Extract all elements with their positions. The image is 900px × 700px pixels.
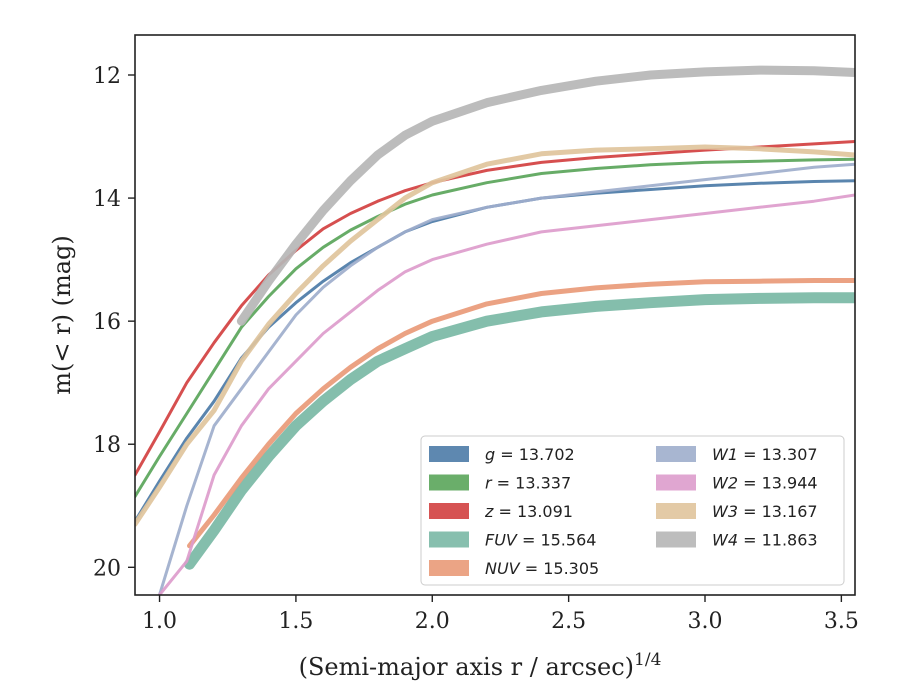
series-line-w3 xyxy=(135,144,855,527)
legend-label-w2: W2 = 13.944 xyxy=(712,474,818,493)
legend-label-w3: W3 = 13.167 xyxy=(712,502,818,521)
plot-area xyxy=(135,65,855,595)
series-line-fuv xyxy=(184,292,855,570)
x-tick-label: 3.0 xyxy=(688,609,723,634)
legend: g = 13.702 r = 13.337 z = 13.091 FUV = 15.5… xyxy=(420,435,845,586)
legend-swatch-r xyxy=(429,474,469,491)
legend-swatch-w2 xyxy=(656,474,696,491)
legend-label-nuv: NUV = 15.305 xyxy=(485,559,599,578)
y-tick-label: 14 xyxy=(93,187,121,212)
x-tick-label: 2.0 xyxy=(415,609,450,634)
legend-swatch-nuv xyxy=(429,560,469,576)
legend-label-z: z = 13.091 xyxy=(484,502,573,521)
x-axis-label: (Semi-major axis r / arcsec)1/4 xyxy=(299,650,662,681)
y-tick-label: 20 xyxy=(93,556,121,581)
y-axis-label: m(< r) (mag) xyxy=(48,235,76,394)
legend-swatch-w3 xyxy=(656,503,696,519)
y-tick-label: 18 xyxy=(93,433,121,458)
series-line-z xyxy=(135,140,855,477)
x-tick-label: 1.0 xyxy=(142,609,177,634)
legend-swatch-g xyxy=(429,446,469,462)
x-axis-label-main: (Semi-major axis r / arcsec) xyxy=(299,653,634,681)
x-axis-label-power: 1/4 xyxy=(634,650,661,670)
legend-swatch-z xyxy=(429,503,469,519)
legend-box xyxy=(420,435,845,586)
legend-label-w4: W4 = 11.863 xyxy=(712,531,818,550)
series-line-w4 xyxy=(236,65,855,326)
y-tick-label: 16 xyxy=(93,310,121,335)
legend-swatch-fuv xyxy=(429,531,469,548)
legend-swatch-w1 xyxy=(656,446,696,462)
x-tick-label: 2.5 xyxy=(551,609,586,634)
x-tick-label: 1.5 xyxy=(278,609,313,634)
series-line-nuv xyxy=(187,278,855,549)
legend-label-w1: W1 = 13.307 xyxy=(712,445,818,464)
y-tick-label: 12 xyxy=(93,64,121,89)
legend-label-fuv: FUV = 15.564 xyxy=(485,531,596,550)
legend-label-g: g = 13.702 xyxy=(485,445,575,464)
legend-label-r: r = 13.337 xyxy=(485,474,571,493)
plot-frame xyxy=(134,34,856,596)
series-line-w2 xyxy=(158,193,855,595)
x-tick-label: 3.5 xyxy=(824,609,859,634)
axis-ticks: 1.0 1.5 2.0 2.5 3.0 3.5 12 14 16 18 20 xyxy=(93,64,859,634)
legend-swatch-w4 xyxy=(656,531,696,548)
series-line-w1 xyxy=(158,162,855,595)
